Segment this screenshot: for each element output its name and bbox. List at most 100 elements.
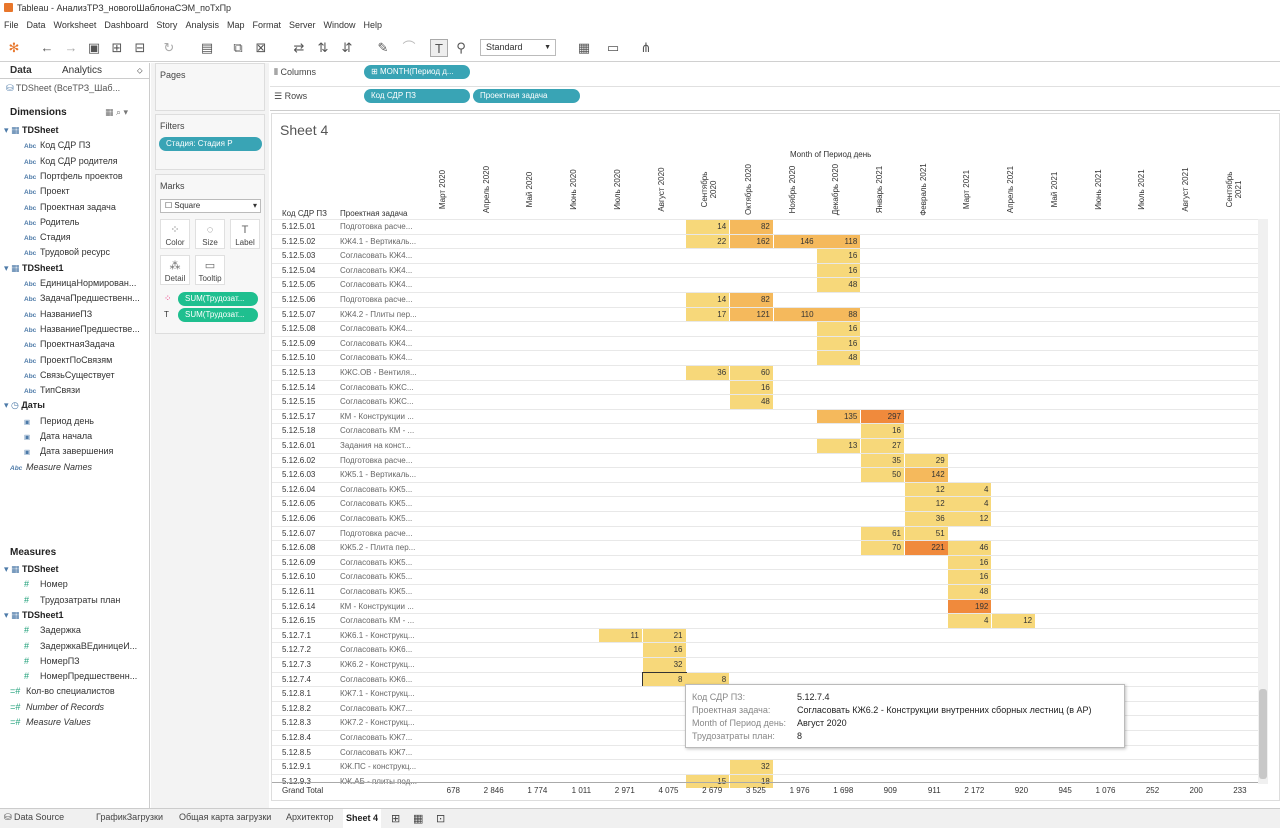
mark-type-select[interactable]: ☐ Square ▾ (160, 199, 261, 213)
heatmap-cell[interactable]: 15 (686, 774, 730, 789)
field-item[interactable]: ▣ Дата начала (24, 431, 144, 441)
heatmap-cell[interactable]: 48 (817, 351, 861, 365)
field-item[interactable]: Abc НазваниеПЗ (24, 309, 144, 319)
field-item[interactable]: # Задержка (24, 625, 144, 635)
mark-pill-label[interactable]: SUM(Трудозат... (178, 308, 258, 322)
color-button[interactable]: ⁘ Color (160, 219, 190, 249)
show-cards-icon[interactable]: ▦ (577, 40, 591, 55)
fix-axes-icon[interactable]: ⚲ (456, 40, 466, 55)
field-item[interactable]: Abc Родитель (24, 217, 144, 227)
field-item[interactable]: Abc Код СДР ПЗ (24, 140, 144, 150)
size-button[interactable]: ◌ Size (195, 219, 225, 249)
pause-updates-icon[interactable]: ⊟ (134, 40, 146, 55)
heatmap-cell[interactable]: 16 (642, 643, 686, 657)
heatmap-cell[interactable]: 16 (729, 380, 773, 395)
heatmap-cell[interactable]: 297 (861, 409, 904, 424)
field-group[interactable]: ▾ ▦ TDSheet1 (4, 610, 64, 621)
field-measure-names[interactable]: Abc Measure Names (10, 462, 130, 472)
new-worksheet-tab-icon[interactable]: ⊞ (391, 813, 401, 825)
rows-pill-code[interactable]: Код СДР ПЗ (364, 89, 470, 103)
heatmap-cell[interactable]: 12 (948, 512, 992, 526)
field-item[interactable]: ▣ Период день (24, 416, 144, 426)
swap-rows-columns-icon[interactable]: ⇄ (293, 40, 305, 55)
tab-architect[interactable]: Архитектор (286, 812, 334, 822)
field-item[interactable]: =# Number of Records (10, 702, 130, 712)
field-item[interactable]: Abc ПроектПоСвязям (24, 355, 144, 365)
columns-pill-month[interactable]: ⊞ MONTH(Период д... (364, 65, 470, 79)
menu-story[interactable]: Story (156, 20, 178, 30)
heatmap-cell[interactable]: 16 (817, 322, 861, 336)
heatmap-cell[interactable]: 82 (729, 293, 773, 307)
presentation-mode-icon[interactable]: ▭ (606, 40, 620, 55)
heatmap-cell[interactable]: 48 (948, 585, 992, 599)
heatmap-cell[interactable]: 46 (948, 541, 992, 555)
pane-menu-icon[interactable]: ⬦ (137, 66, 143, 75)
heatmap-cell[interactable]: 4 (948, 614, 992, 628)
menu-server[interactable]: Server (288, 20, 316, 30)
highlight-icon[interactable]: ✎ (377, 40, 389, 55)
field-group[interactable]: ▾ ▦ TDSheet1 (4, 263, 64, 274)
group-members-icon[interactable]: ⌒ (402, 40, 416, 55)
heatmap-cell[interactable]: 32 (642, 658, 686, 672)
menu-format[interactable]: Format (252, 20, 281, 30)
heatmap-cell[interactable]: 146 (773, 234, 817, 249)
field-group[interactable]: ▾ ▦ TDSheet (4, 564, 59, 575)
heatmap-cell[interactable]: 11 (598, 628, 642, 643)
heatmap-cell[interactable]: 142 (904, 468, 948, 482)
tableau-logo-icon[interactable]: ✻ (8, 40, 20, 55)
heatmap-cell[interactable]: 8 (641, 671, 687, 688)
tab-sheet4[interactable]: Sheet 4 (343, 809, 382, 828)
new-datasource-icon[interactable]: ⊞ (111, 40, 123, 55)
new-story-tab-icon[interactable]: ⊡ (436, 813, 446, 825)
heatmap-cell[interactable]: 135 (817, 409, 861, 424)
field-item[interactable]: Abc Проект (24, 186, 144, 196)
heatmap-cell[interactable]: 121 (729, 307, 773, 322)
menu-file[interactable]: File (4, 20, 19, 30)
heatmap-cell[interactable]: 35 (861, 453, 904, 468)
filter-pill-stage[interactable]: Стадия: Стадия Р (159, 137, 262, 151)
field-item[interactable]: Abc ПроектнаяЗадача (24, 339, 144, 349)
menu-analysis[interactable]: Analysis (185, 20, 219, 30)
heatmap-cell[interactable]: 16 (948, 555, 992, 570)
heatmap-cell[interactable]: 27 (861, 439, 904, 453)
heatmap-cell[interactable]: 14 (686, 220, 730, 234)
field-item[interactable]: Abc ЗадачаПредшественн... (24, 293, 144, 303)
undo-icon[interactable]: ← (40, 40, 54, 55)
detail-button[interactable]: ⁂ Detail (160, 255, 190, 285)
menu-dashboard[interactable]: Dashboard (104, 20, 149, 30)
heatmap-cell[interactable]: 16 (948, 570, 992, 584)
field-item[interactable]: =# Кол-во специалистов (10, 686, 130, 696)
heatmap-cell[interactable]: 32 (729, 760, 773, 774)
field-item[interactable]: Abc ЕдиницаНормирован... (24, 278, 144, 288)
heatmap-cell[interactable]: 13 (817, 439, 861, 453)
field-item[interactable]: =# Measure Values (10, 717, 130, 727)
tab-analytics[interactable]: Analytics (62, 65, 103, 76)
field-group[interactable]: ▾ ▦ TDSheet (4, 125, 59, 136)
dimensions-tools-icon[interactable]: ▦ ⌕ ▾ (105, 107, 129, 117)
heatmap-cell[interactable]: 12 (904, 482, 948, 497)
redo-icon[interactable]: → (64, 40, 78, 55)
heatmap-cell[interactable]: 36 (686, 366, 730, 380)
field-item[interactable]: Abc Портфель проектов (24, 171, 144, 181)
menu-worksheet[interactable]: Worksheet (53, 20, 97, 30)
heatmap-cell[interactable]: 16 (861, 424, 904, 438)
heatmap-cell[interactable]: 82 (729, 220, 773, 234)
field-item[interactable]: Abc СвязьСуществует (24, 370, 144, 380)
heatmap-cell[interactable]: 51 (904, 526, 948, 541)
label-button[interactable]: T Label (230, 219, 260, 249)
sort-ascending-icon[interactable]: ⇅ (317, 40, 329, 55)
heatmap-cell[interactable]: 12 (992, 614, 1036, 628)
menu-window[interactable]: Window (323, 20, 356, 30)
field-item[interactable]: Abc Стадия (24, 232, 144, 242)
refresh-icon[interactable]: ↻ (163, 40, 175, 55)
field-item[interactable]: ▣ Дата завершения (24, 446, 144, 456)
menu-help[interactable]: Help (363, 20, 383, 30)
field-item[interactable]: # Трудозатраты план (24, 595, 144, 605)
heatmap-cell[interactable]: 162 (729, 234, 773, 249)
field-item[interactable]: Abc ТипСвязи (24, 385, 144, 395)
tab-load-map[interactable]: Общая карта загрузки (179, 812, 272, 822)
heatmap-cell[interactable]: 88 (817, 307, 861, 322)
share-icon[interactable]: ⋔ (640, 40, 652, 55)
heatmap-cell[interactable]: 17 (686, 307, 730, 322)
scrollbar-thumb[interactable] (1259, 689, 1267, 779)
